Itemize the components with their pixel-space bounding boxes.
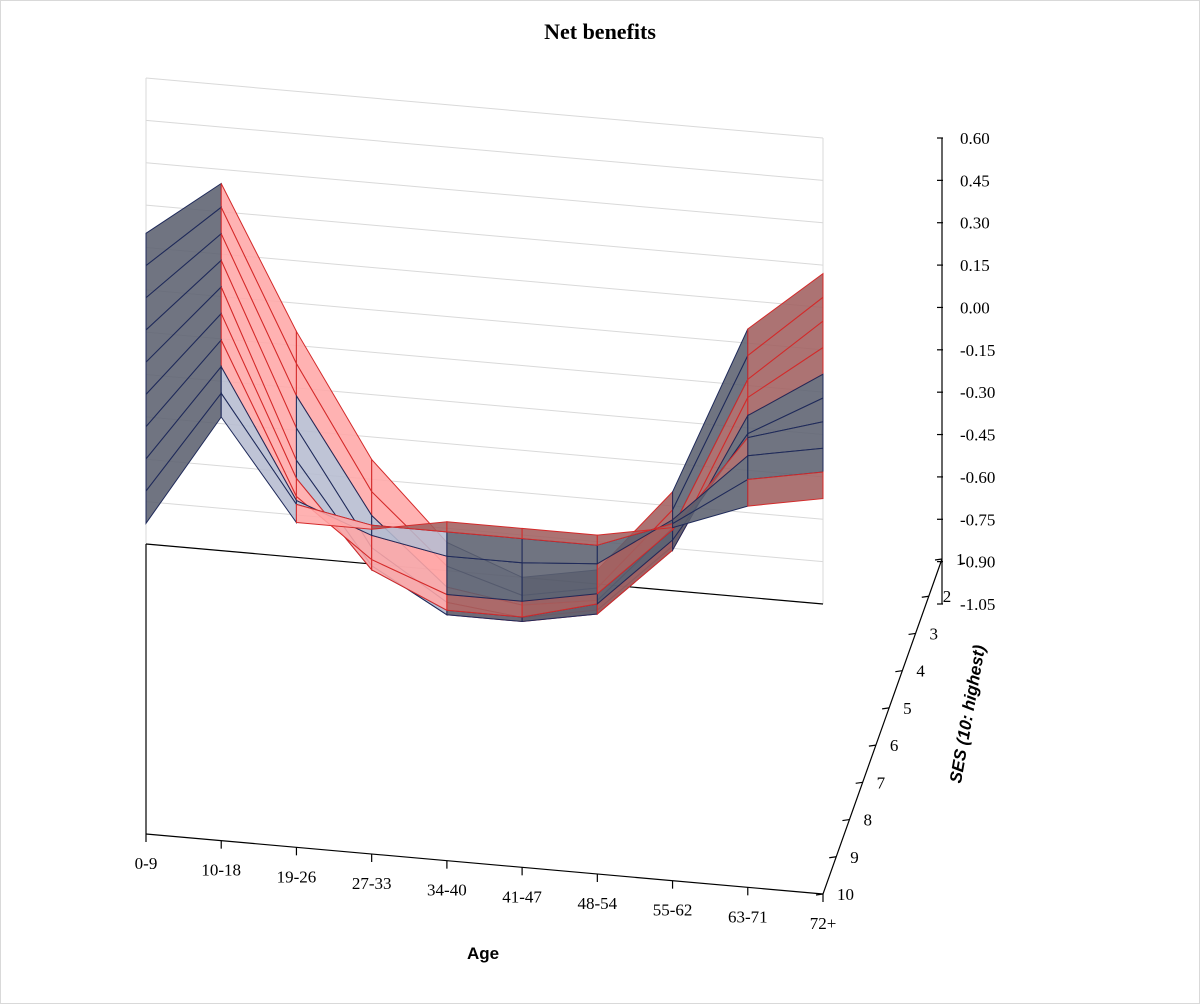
z-axis-tick-label: 0.00 xyxy=(960,298,990,317)
surface-cell xyxy=(446,555,523,602)
z-axis-tick-label: -0.45 xyxy=(960,426,995,445)
x-axis-tick-label: 34-40 xyxy=(427,881,467,900)
z-axis-tick-label: -0.75 xyxy=(960,510,995,529)
x-axis-tick-label: 72+ xyxy=(810,914,837,933)
y-axis-tick xyxy=(882,707,890,710)
y-axis-tick-label: 8 xyxy=(863,811,872,830)
back-wall-gridline xyxy=(145,77,824,139)
x-axis-tick-label: 48-54 xyxy=(577,894,617,913)
y-axis-tick xyxy=(921,595,929,598)
y-axis-tick xyxy=(868,744,876,747)
y-axis-tick-label: 3 xyxy=(930,624,939,643)
x-axis-line xyxy=(145,833,824,895)
y-axis-tick-label: 4 xyxy=(916,662,925,681)
z-axis-tick-label: -0.60 xyxy=(960,468,995,487)
y-axis-tick xyxy=(908,632,916,636)
back-wall-gridline xyxy=(145,204,824,266)
back-wall-gridline xyxy=(145,119,824,181)
y-axis-tick xyxy=(895,670,903,673)
y-axis-tick xyxy=(934,558,943,561)
y-axis-tick xyxy=(815,893,824,896)
z-axis-tick-label: 0.60 xyxy=(960,129,990,148)
chart-axes: 0.60 0.45 0.30 0.15 0.00 -0.15 -0.30 -0.45 -0.60… xyxy=(135,129,996,933)
back-wall-gridline xyxy=(145,162,824,224)
z-axis-tick-label: -0.90 xyxy=(960,553,995,572)
z-axis-tick-label: 0.45 xyxy=(960,171,990,190)
x-axis-tick-label: 55-62 xyxy=(653,901,693,920)
y-axis-tick-label: 2 xyxy=(943,587,952,606)
y-axis-tick xyxy=(855,781,863,784)
y-axis-tick xyxy=(842,818,850,822)
y-axis-tick-label: 7 xyxy=(877,773,886,792)
y-axis-tick-label: 6 xyxy=(890,736,899,755)
z-axis-tick-label: -0.30 xyxy=(960,383,995,402)
y-axis-line xyxy=(822,558,943,895)
x-axis-tick-label: 0-9 xyxy=(135,854,158,873)
y-axis-tick-label: 9 xyxy=(850,848,859,867)
z-axis-tick-label: -1.05 xyxy=(960,595,995,614)
y-axis-tick-label: 5 xyxy=(903,699,912,718)
x-axis-tick-label: 63-71 xyxy=(728,907,768,926)
chart-title: Net benefits xyxy=(544,19,656,44)
x-axis-tick-label: 19-26 xyxy=(277,867,317,886)
z-axis-tick-label: 0.30 xyxy=(960,214,990,233)
x-axis-title: Age xyxy=(467,944,499,963)
y-axis-tick-label: 10 xyxy=(837,885,854,904)
surface-plot xyxy=(145,182,824,623)
x-axis-tick-label: 10-18 xyxy=(201,861,241,880)
y-axis-tick-label: 1 xyxy=(956,550,965,569)
x-axis-tick-label: 41-47 xyxy=(502,887,542,906)
x-axis-tick-label: 27-33 xyxy=(352,874,392,893)
y-axis-tick xyxy=(829,856,837,859)
z-axis-tick-label: -0.15 xyxy=(960,341,995,360)
z-axis-tick-label: 0.15 xyxy=(960,256,990,275)
surface-cell xyxy=(747,471,824,507)
y-axis-title: SES (10: highest) xyxy=(946,643,989,784)
